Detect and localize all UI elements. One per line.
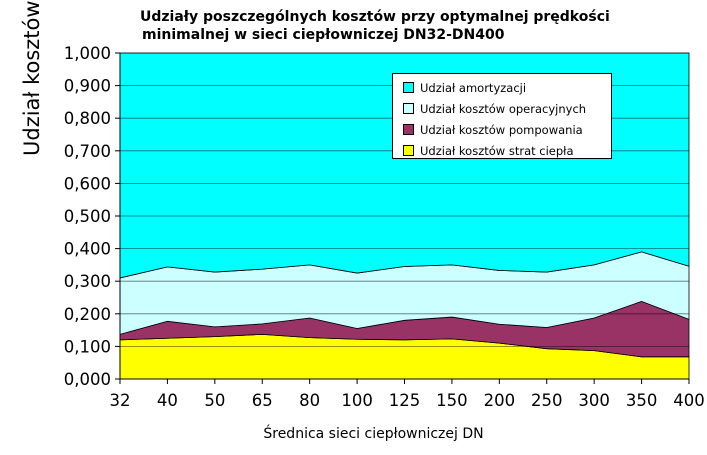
y-tick-label-4: 0,400 <box>64 240 111 259</box>
x-tick-label-5: 100 <box>341 391 373 410</box>
x-tick-label-0: 32 <box>110 391 131 410</box>
x-tick-label-1: 40 <box>157 391 178 410</box>
legend-label-pumping: Udział kosztów pompowania <box>420 122 583 137</box>
y-tick-label-8: 0,800 <box>64 109 111 128</box>
legend: Udział amortyzacji Udział kosztów operac… <box>392 73 612 159</box>
y-tick-label-9: 0,900 <box>64 77 111 96</box>
legend-swatch-amortization <box>403 82 414 93</box>
legend-label-amortization: Udział amortyzacji <box>420 80 527 95</box>
y-tick-label-5: 0,500 <box>64 207 111 226</box>
y-tick-labels: 0,000 0,100 0,200 0,300 0,400 0,500 0,600 0,700… <box>64 44 111 389</box>
x-tick-label-6: 125 <box>389 391 421 410</box>
x-tick-labels: 32 40 50 65 80 100 125 150 200 250 300 350 400 <box>110 391 705 410</box>
x-tick-label-11: 350 <box>626 391 658 410</box>
chart-title-line-1: Udziały poszczególnych kosztów przy opty… <box>140 9 610 25</box>
x-tick-label-10: 300 <box>578 391 610 410</box>
y-tick-label-1: 0,100 <box>64 337 111 356</box>
legend-swatch-operational <box>403 103 414 114</box>
y-tick-label-0: 0,000 <box>64 370 111 389</box>
legend-item-operational: Udział kosztów operacyjnych <box>403 98 611 119</box>
legend-item-pumping: Udział kosztów pompowania <box>403 119 611 140</box>
y-tick-label-7: 0,700 <box>64 142 111 161</box>
legend-label-heat-loss: Udział kosztów strat ciepła <box>420 143 574 158</box>
x-tick-label-8: 200 <box>484 391 516 410</box>
legend-item-amortization: Udział amortyzacji <box>403 77 611 98</box>
chart-title: Udziały poszczególnych kosztów przy opty… <box>140 8 660 44</box>
x-tick-label-4: 80 <box>299 391 320 410</box>
legend-swatch-heat-loss <box>403 145 414 156</box>
chart-title-line-2: minimalnej w sieci ciepłowniczej DN32-DN… <box>142 27 505 43</box>
y-tick-label-2: 0,200 <box>64 305 111 324</box>
axes <box>115 52 690 384</box>
legend-swatch-pumping <box>403 124 414 135</box>
x-tick-label-7: 150 <box>436 391 468 410</box>
x-axis-label: Średnica sieci ciepłowniczej DN <box>263 426 484 442</box>
legend-label-operational: Udział kosztów operacyjnych <box>420 101 587 116</box>
y-tick-label-10: 1,000 <box>64 44 111 63</box>
legend-item-heat-loss: Udział kosztów strat ciepła <box>403 140 611 161</box>
y-tick-label-6: 0,600 <box>64 174 111 193</box>
x-tick-label-12: 400 <box>673 391 705 410</box>
x-tick-label-2: 50 <box>204 391 225 410</box>
x-tick-label-3: 65 <box>252 391 273 410</box>
x-tick-label-9: 250 <box>531 391 563 410</box>
y-tick-label-3: 0,300 <box>64 272 111 291</box>
